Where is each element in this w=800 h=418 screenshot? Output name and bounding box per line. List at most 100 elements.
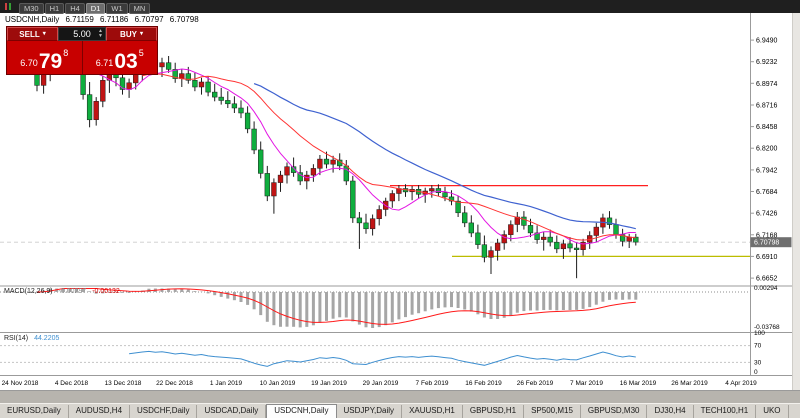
status-strip bbox=[0, 390, 800, 403]
chart-tab-usdcad-daily[interactable]: USDCAD,Daily bbox=[197, 405, 267, 418]
volume-value: 5.00 bbox=[73, 29, 91, 39]
chevron-down-icon: ▾ bbox=[42, 31, 46, 37]
buy-button-label: BUY bbox=[120, 29, 137, 39]
timeframe-buttons: M30 H1 H4 D1 W1 MN bbox=[19, 0, 151, 16]
chart-close: 6.70798 bbox=[169, 15, 199, 24]
sell-price-prefix: 6.70 bbox=[20, 58, 38, 68]
price-axis[interactable]: 6.9490 6.9232 6.8974 6.8716 6.8458 6.8200 6.79… bbox=[750, 13, 792, 376]
buy-price-prefix: 6.71 bbox=[95, 58, 114, 68]
timeframe-button-w1[interactable]: W1 bbox=[106, 2, 128, 14]
chart-tab-gbpusd-m30[interactable]: GBPUSD,M30 bbox=[581, 405, 648, 418]
sell-button-label: SELL bbox=[19, 29, 40, 39]
chart-tab-usdjpy-daily[interactable]: USDJPY,Daily bbox=[337, 405, 403, 418]
buy-price-panel[interactable]: 6.71 03 5 bbox=[83, 41, 158, 74]
svg-text:6.8458: 6.8458 bbox=[756, 124, 778, 131]
chart-tab-xauusd-h1[interactable]: XAUUSD,H1 bbox=[402, 405, 463, 418]
svg-text:-0.03768: -0.03768 bbox=[754, 324, 780, 331]
svg-text:6.8974: 6.8974 bbox=[756, 81, 778, 88]
chart-tab-tech100-h1[interactable]: TECH100,H1 bbox=[694, 405, 757, 418]
rsi-panel: 100 70 30 0 bbox=[0, 330, 765, 376]
timeframe-button-h4[interactable]: H4 bbox=[65, 2, 85, 14]
arrow-down-icon[interactable]: ▼ bbox=[98, 33, 103, 39]
chart-high: 6.71186 bbox=[100, 15, 129, 24]
rsi-indicator-label: RSI(14) 44.2205 bbox=[4, 335, 63, 342]
svg-text:7 Feb 2019: 7 Feb 2019 bbox=[416, 380, 449, 387]
svg-text:4 Apr 2019: 4 Apr 2019 bbox=[725, 380, 757, 387]
svg-text:26 Mar 2019: 26 Mar 2019 bbox=[671, 380, 708, 387]
timeframe-button-h1[interactable]: H1 bbox=[44, 2, 65, 14]
sell-price-sup: 8 bbox=[63, 48, 69, 58]
rsi-name: RSI(14) bbox=[4, 335, 29, 342]
bid-ask-prices: 6.70 79 8 6.71 03 5 bbox=[7, 41, 157, 74]
timeframe-toolbar: M30 H1 H4 D1 W1 MN bbox=[0, 0, 800, 16]
svg-text:29 Jan 2019: 29 Jan 2019 bbox=[363, 380, 399, 387]
svg-text:0: 0 bbox=[754, 369, 758, 376]
timeframe-button-d1[interactable]: D1 bbox=[85, 2, 106, 14]
chart-tab-dj30-h4[interactable]: DJ30,H4 bbox=[647, 405, 694, 418]
sell-price-big: 79 bbox=[38, 50, 63, 73]
moving-averages bbox=[82, 64, 636, 245]
svg-text:0.00294: 0.00294 bbox=[754, 285, 778, 292]
svg-text:13 Dec 2018: 13 Dec 2018 bbox=[105, 380, 142, 387]
buy-button[interactable]: BUY ▾ bbox=[106, 27, 157, 41]
chart-tab-gbpusd-h1[interactable]: GBPUSD,H1 bbox=[463, 405, 525, 418]
trade-controls-row: SELL ▾ 5.00 ▲ ▼ BUY ▾ bbox=[7, 27, 157, 41]
rsi-value: 44.2205 bbox=[34, 335, 60, 342]
svg-text:26 Feb 2019: 26 Feb 2019 bbox=[517, 380, 554, 387]
macd-name: MACD(12,26,9) bbox=[4, 288, 53, 295]
svg-text:6.7942: 6.7942 bbox=[756, 167, 778, 174]
chart-tab-usdchf-daily[interactable]: USDCHF,Daily bbox=[130, 405, 198, 418]
svg-text:16 Feb 2019: 16 Feb 2019 bbox=[465, 380, 502, 387]
candlestick-icon bbox=[5, 3, 7, 10]
price-divider bbox=[81, 41, 83, 74]
macd-indicator-label: MACD(12,26,9) -0.00297 -0.00132 bbox=[4, 288, 124, 295]
chart-tab-bar: EURUSD,Daily AUDUSD,H4 USDCHF,Daily USDCAD,… bbox=[0, 403, 800, 418]
chart-tab-eurusd-daily[interactable]: EURUSD,Daily bbox=[0, 405, 69, 418]
date-axis[interactable]: 24 Nov 2018 4 Dec 2018 13 Dec 2018 22 Dec 2… bbox=[2, 380, 758, 387]
volume-stepper[interactable]: ▲ ▼ bbox=[98, 29, 103, 39]
chart-open: 6.71159 bbox=[65, 15, 94, 24]
svg-text:6.70798: 6.70798 bbox=[754, 240, 779, 247]
chart-low: 6.70797 bbox=[134, 15, 164, 24]
svg-text:24 Nov 2018: 24 Nov 2018 bbox=[2, 380, 39, 387]
sell-button[interactable]: SELL ▾ bbox=[7, 27, 58, 41]
svg-text:6.6652: 6.6652 bbox=[756, 276, 778, 283]
one-click-trade-panel: SELL ▾ 5.00 ▲ ▼ BUY ▾ 6.70 79 8 6.71 03 bbox=[6, 26, 158, 75]
window-right-edge bbox=[792, 13, 800, 390]
panel-separators[interactable] bbox=[0, 285, 792, 376]
svg-text:6.6910: 6.6910 bbox=[756, 254, 778, 261]
macd-panel: 0.00294 -0.03768 bbox=[0, 285, 780, 331]
svg-text:4 Dec 2018: 4 Dec 2018 bbox=[55, 380, 89, 387]
svg-text:30: 30 bbox=[754, 359, 762, 366]
svg-text:6.9232: 6.9232 bbox=[756, 59, 778, 66]
svg-text:6.8716: 6.8716 bbox=[756, 103, 778, 110]
svg-text:7 Mar 2019: 7 Mar 2019 bbox=[570, 380, 603, 387]
svg-text:6.7168: 6.7168 bbox=[756, 232, 778, 239]
chart-tab-usdcnh-daily[interactable]: USDCNH,Daily bbox=[266, 404, 337, 418]
horizontal-lines bbox=[0, 185, 750, 257]
chart-tab-audusd-h4[interactable]: AUDUSD,H4 bbox=[69, 405, 131, 418]
macd-signal-value: -0.00132 bbox=[92, 288, 120, 295]
sell-price-panel[interactable]: 6.70 79 8 bbox=[7, 41, 82, 74]
buy-price-sup: 5 bbox=[138, 48, 144, 58]
svg-text:6.8200: 6.8200 bbox=[756, 146, 778, 153]
timeframe-button-mn[interactable]: MN bbox=[128, 2, 151, 14]
macd-main-value: -0.00297 bbox=[58, 288, 87, 295]
svg-text:19 Jan 2019: 19 Jan 2019 bbox=[311, 380, 347, 387]
svg-text:70: 70 bbox=[754, 343, 762, 350]
chart-tab-sp500-m15[interactable]: SP500,M15 bbox=[524, 405, 581, 418]
buy-price-big: 03 bbox=[114, 50, 138, 73]
chart-symbol-period: USDCNH,Daily bbox=[5, 15, 60, 24]
svg-text:1 Jan 2019: 1 Jan 2019 bbox=[210, 380, 243, 387]
chevron-down-icon: ▾ bbox=[139, 31, 143, 37]
svg-text:16 Mar 2019: 16 Mar 2019 bbox=[620, 380, 657, 387]
svg-text:22 Dec 2018: 22 Dec 2018 bbox=[156, 380, 193, 387]
volume-field[interactable]: 5.00 ▲ ▼ bbox=[58, 27, 106, 41]
svg-text:10 Jan 2019: 10 Jan 2019 bbox=[260, 380, 296, 387]
timeframe-button-m30[interactable]: M30 bbox=[19, 2, 44, 14]
chart-tab-uko[interactable]: UKO bbox=[756, 405, 789, 418]
arrow-up-icon[interactable]: ▲ bbox=[98, 28, 103, 34]
svg-text:100: 100 bbox=[754, 330, 765, 337]
svg-text:6.7684: 6.7684 bbox=[756, 189, 778, 196]
